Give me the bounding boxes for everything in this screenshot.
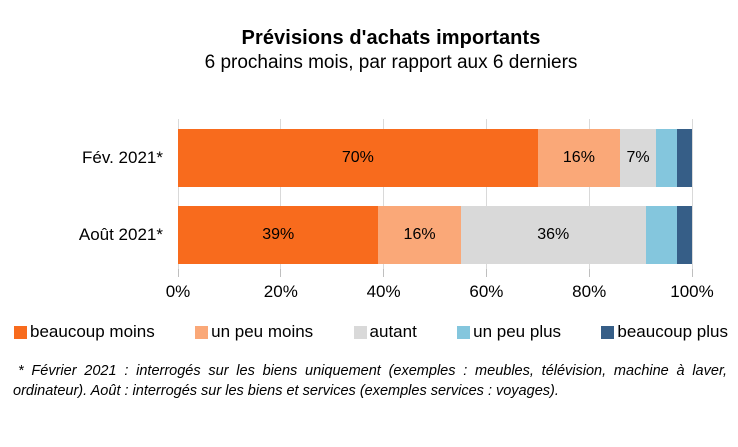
data-label: 39% bbox=[262, 226, 295, 243]
legend: beaucoup moins un peu moins autant un peu p… bbox=[14, 322, 728, 342]
legend-swatch-icon bbox=[457, 325, 471, 339]
chart-subtitle: 6 prochains mois, par rapport aux 6 dern… bbox=[204, 52, 578, 73]
data-label: 70% bbox=[341, 149, 374, 166]
legend-item-beaucoup-plus: beaucoup plus bbox=[601, 322, 728, 342]
legend-label: beaucoup plus bbox=[617, 322, 728, 341]
bar-segment-un-peu-moins: 16% bbox=[378, 206, 461, 264]
bar-segment-beaucoup-moins: 39% bbox=[178, 206, 379, 264]
gridline bbox=[280, 119, 282, 269]
legend-label: un peu moins bbox=[211, 322, 314, 341]
data-label: 16% bbox=[562, 149, 595, 166]
legend-item-beaucoup-moins: beaucoup moins bbox=[14, 322, 155, 342]
axis-tick bbox=[177, 269, 179, 277]
bar-segment-un-peu-moins: 16% bbox=[537, 129, 621, 187]
gridline bbox=[485, 119, 487, 269]
bar-segment-un-peu-plus bbox=[656, 129, 677, 187]
x-tick-label: 20% bbox=[263, 282, 298, 301]
axis-tick bbox=[383, 269, 385, 277]
bar-segment-autant: 7% bbox=[620, 129, 656, 187]
legend-item-autant: autant bbox=[353, 322, 417, 342]
bar-row-ao-t-2021-: 39% 16% 36% bbox=[178, 206, 692, 264]
plot-area: 70% 16% 7% 39% 16% 36% bbox=[177, 119, 693, 277]
bar-segment-beaucoup-moins: 70% bbox=[178, 129, 538, 187]
x-tick-label: 60% bbox=[469, 282, 504, 301]
gridline bbox=[691, 119, 693, 269]
gridline bbox=[588, 119, 590, 269]
bar-row-f-v-2021-: 70% 16% 7% bbox=[178, 129, 692, 187]
legend-label: beaucoup moins bbox=[30, 322, 155, 341]
axis-tick bbox=[485, 269, 487, 277]
legend-label: un peu plus bbox=[473, 322, 562, 341]
x-tick-label: 0% bbox=[165, 282, 191, 301]
data-label: 36% bbox=[537, 226, 570, 243]
axis-tick bbox=[280, 269, 282, 277]
category-label: Fév. 2021* bbox=[82, 148, 163, 167]
axis-tick bbox=[691, 269, 693, 277]
axis-tick bbox=[588, 269, 590, 277]
x-axis-labels: 0% 20% 40% 60% 80% 100% bbox=[166, 282, 714, 304]
x-tick-label: 80% bbox=[572, 282, 607, 301]
y-axis-labels: Fév. 2021* Août 2021* bbox=[0, 119, 163, 269]
data-label: 7% bbox=[626, 149, 650, 166]
legend-label: autant bbox=[369, 322, 417, 341]
footnote: * Février 2021 : interrogés sur les bien… bbox=[13, 363, 727, 400]
legend-item-un-peu-plus: un peu plus bbox=[457, 322, 561, 342]
bar-segment-beaucoup-plus bbox=[676, 129, 692, 187]
legend-item-un-peu-moins: un peu moins bbox=[195, 322, 313, 342]
bar-segment-un-peu-plus bbox=[645, 206, 677, 264]
bar-segment-autant: 36% bbox=[460, 206, 646, 264]
gridline bbox=[383, 119, 385, 269]
x-tick-label: 40% bbox=[366, 282, 401, 301]
chart-title: Prévisions d'achats importants bbox=[241, 27, 541, 49]
x-tick-label: 100% bbox=[670, 282, 714, 301]
legend-swatch-icon bbox=[14, 325, 27, 339]
category-label: Août 2021* bbox=[78, 225, 163, 244]
legend-swatch-icon bbox=[195, 325, 209, 339]
bar-segment-beaucoup-plus bbox=[676, 206, 692, 264]
data-label: 16% bbox=[403, 226, 436, 243]
legend-swatch-icon bbox=[601, 325, 615, 339]
legend-swatch-icon bbox=[353, 325, 367, 339]
gridline bbox=[177, 119, 179, 269]
